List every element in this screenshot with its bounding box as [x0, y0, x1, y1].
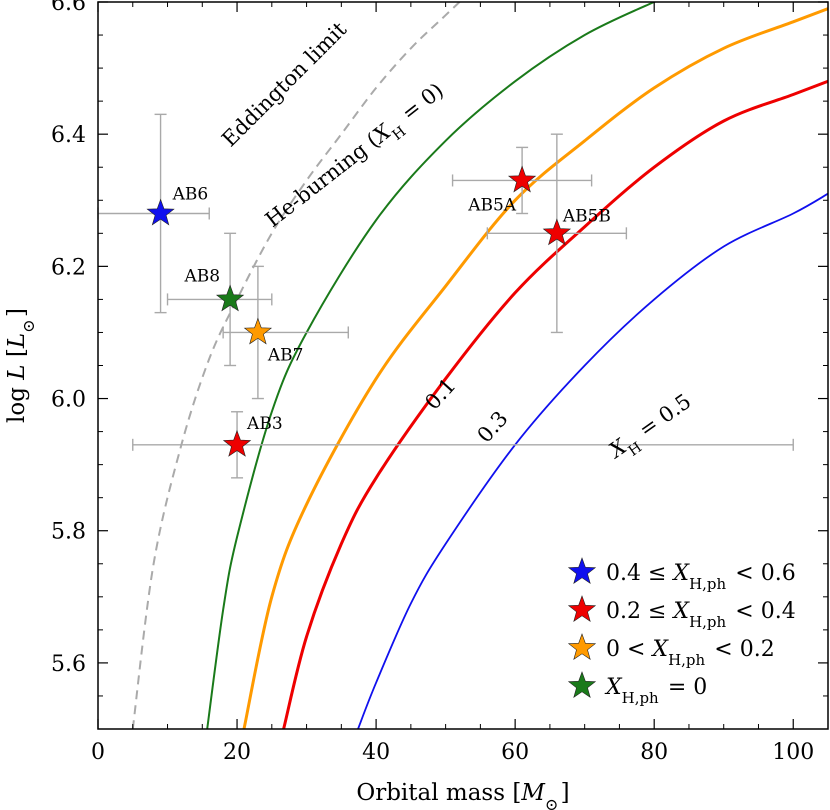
y-tick-label: 6.0 — [51, 388, 86, 413]
x-tick-label: 20 — [223, 740, 251, 765]
curve-2 — [242, 7, 828, 729]
x-axis-label: Orbital mass [M⊙ ] — [356, 780, 569, 810]
legend-star-3 — [567, 671, 597, 699]
curve-0 — [131, 2, 461, 729]
label-ab5a: AB5A — [467, 195, 517, 215]
legend-star-1 — [567, 595, 597, 623]
x-tick-label: 100 — [772, 740, 814, 765]
legend-label-3: XH,ph = 0 — [604, 675, 707, 707]
x-tick-label: 60 — [501, 740, 529, 765]
legend-star-2 — [567, 633, 597, 661]
label-ab7: AB7 — [267, 345, 304, 365]
y-tick-label: 6.2 — [51, 255, 86, 280]
y-tick-label: 5.6 — [51, 652, 86, 677]
star-ab5b — [542, 218, 572, 246]
y-tick-label: 6.6 — [51, 0, 86, 16]
y-tick-label: 6.4 — [51, 123, 86, 148]
y-tick-label: 5.8 — [51, 520, 86, 545]
x-tick-label: 80 — [640, 740, 668, 765]
label-ab6: AB6 — [172, 184, 209, 204]
legend-label-1: 0.2 ≤ XH,ph < 0.4 — [606, 599, 796, 631]
curve-4 — [357, 192, 828, 729]
curve-label-0: Eddington limit — [217, 17, 352, 152]
star-ab7 — [243, 317, 273, 345]
curve-1 — [206, 2, 657, 729]
star-ab8 — [215, 284, 245, 312]
label-ab5b: AB5B — [562, 206, 611, 226]
curve-label-1: He-burning (XH = 0) — [261, 78, 453, 237]
label-ab8: AB8 — [184, 266, 221, 286]
legend-star-0 — [567, 557, 597, 585]
star-ab5a — [507, 165, 537, 193]
x-tick-label: 0 — [91, 740, 105, 765]
curve-label-3: 0.3 — [472, 406, 512, 447]
curve-3 — [282, 79, 828, 729]
curve-label-4: XH = 0.5 — [603, 389, 699, 469]
x-tick-label: 40 — [362, 740, 390, 765]
label-ab3: AB3 — [246, 414, 283, 434]
star-ab6 — [146, 198, 175, 226]
curve-label-2: 0.1 — [420, 373, 460, 414]
star-ab3 — [222, 429, 252, 457]
legend-label-0: 0.4 ≤ XH,ph < 0.6 — [606, 561, 796, 593]
y-axis-label: log L [L⊙ ] — [4, 308, 38, 423]
legend-label-2: 0 < XH,ph < 0.2 — [606, 637, 775, 669]
